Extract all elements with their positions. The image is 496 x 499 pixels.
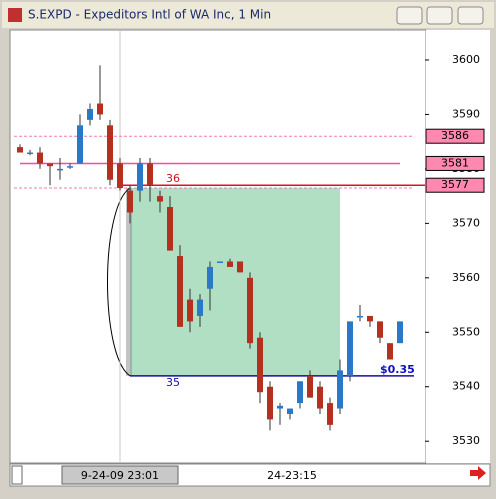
x-tick-label: 24-23:15 bbox=[267, 469, 317, 482]
scroll-thumb[interactable] bbox=[11, 465, 23, 485]
candle-body bbox=[297, 381, 303, 404]
candle-body bbox=[47, 163, 53, 167]
annotation: 36 bbox=[166, 172, 180, 185]
level-label: 3581 bbox=[441, 156, 469, 169]
candle-body bbox=[167, 207, 173, 251]
candle-body bbox=[207, 266, 213, 289]
y-tick-label: 3550 bbox=[452, 325, 480, 338]
candle-body bbox=[217, 261, 223, 263]
candle-body bbox=[267, 386, 273, 420]
level-box bbox=[425, 177, 485, 193]
candle-body bbox=[377, 321, 383, 338]
candle-body bbox=[257, 337, 263, 393]
price-axis bbox=[426, 30, 490, 463]
annotation: 35 bbox=[166, 376, 180, 389]
time-box bbox=[61, 465, 179, 485]
candle-body bbox=[327, 403, 333, 425]
candle-body bbox=[317, 386, 323, 409]
trade-zone bbox=[130, 187, 340, 376]
level-box bbox=[425, 128, 485, 144]
candle-body bbox=[37, 152, 43, 164]
y-tick-label: 3530 bbox=[452, 434, 480, 447]
level-label: 3577 bbox=[441, 178, 469, 191]
candle-body bbox=[187, 299, 193, 322]
candle-body bbox=[97, 103, 103, 115]
candle-body bbox=[117, 163, 123, 188]
candle-body bbox=[387, 343, 393, 360]
annotation: $0.35 bbox=[380, 363, 415, 376]
y-tick-label: 3590 bbox=[452, 107, 480, 120]
candle-body bbox=[397, 321, 403, 344]
y-tick-label: 3600 bbox=[452, 53, 480, 66]
zone-shadow bbox=[126, 187, 132, 376]
candle-body bbox=[227, 261, 233, 267]
candle-body bbox=[177, 256, 183, 327]
candle-body bbox=[307, 375, 313, 398]
candle-body bbox=[57, 168, 63, 171]
scroll-arrow[interactable] bbox=[470, 466, 486, 480]
candle-body bbox=[347, 321, 353, 376]
y-tick-label: 3570 bbox=[452, 216, 480, 229]
candle-body bbox=[337, 370, 343, 409]
x-tick-label: 9-24-09 23:01 bbox=[81, 469, 159, 482]
candle-body bbox=[287, 408, 293, 414]
y-tick-label: 3540 bbox=[452, 380, 480, 393]
candle-body bbox=[357, 315, 363, 318]
candle-body bbox=[157, 196, 163, 202]
candle-body bbox=[247, 277, 253, 344]
candle-body bbox=[17, 147, 23, 153]
candle-body bbox=[137, 163, 143, 191]
candle-body bbox=[277, 405, 283, 409]
candle-body bbox=[77, 125, 83, 164]
window-title: S.EXPD - Expeditors Intl of WA Inc, 1 Mi… bbox=[28, 8, 271, 22]
candle-body bbox=[147, 163, 153, 186]
maximize-button[interactable] bbox=[426, 6, 453, 25]
candle-body bbox=[27, 152, 33, 155]
minimize-button[interactable] bbox=[396, 6, 423, 25]
close-button[interactable] bbox=[457, 6, 484, 25]
level-label: 3586 bbox=[441, 129, 469, 142]
candle-body bbox=[87, 108, 93, 120]
candle-body bbox=[127, 190, 133, 213]
candle-body bbox=[67, 166, 73, 168]
y-tick-label: 3560 bbox=[452, 271, 480, 284]
level-box bbox=[425, 155, 485, 171]
candle-body bbox=[197, 299, 203, 316]
candle-body bbox=[367, 315, 373, 322]
candle-body bbox=[107, 125, 113, 180]
app-icon bbox=[8, 8, 22, 22]
candle-body bbox=[237, 261, 243, 273]
